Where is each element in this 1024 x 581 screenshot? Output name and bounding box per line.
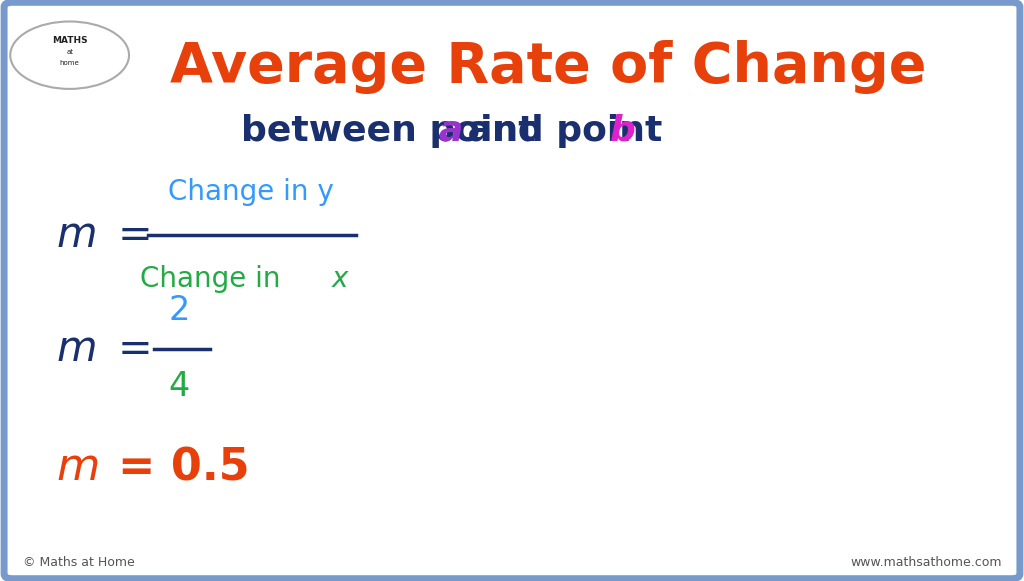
- Text: x: x: [332, 265, 348, 293]
- Text: home: home: [59, 60, 80, 66]
- Text: b: b: [926, 499, 942, 523]
- Text: Change in y: Change in y: [168, 178, 334, 206]
- Text: a: a: [574, 499, 591, 523]
- Text: 4: 4: [169, 370, 189, 403]
- FancyBboxPatch shape: [4, 2, 1020, 579]
- Text: a: a: [438, 114, 463, 148]
- Text: www.mathsathome.com: www.mathsathome.com: [850, 556, 1001, 569]
- Text: © Maths at Home: © Maths at Home: [23, 556, 134, 569]
- Text: $m$: $m$: [56, 446, 98, 489]
- Text: and point: and point: [455, 114, 675, 148]
- Text: 2: 2: [169, 295, 189, 327]
- Text: $m$: $m$: [56, 328, 96, 370]
- Text: =: =: [118, 328, 153, 370]
- Circle shape: [10, 21, 129, 89]
- Text: b: b: [610, 114, 636, 148]
- Text: MATHS: MATHS: [52, 36, 87, 45]
- Text: between point: between point: [241, 114, 548, 148]
- Text: Average Rate of Change: Average Rate of Change: [170, 40, 926, 94]
- Text: at: at: [67, 49, 73, 55]
- Text: = 0.5: = 0.5: [118, 446, 250, 489]
- Text: $m$: $m$: [56, 214, 96, 256]
- Text: =: =: [118, 214, 153, 256]
- Text: Change in: Change in: [140, 265, 290, 293]
